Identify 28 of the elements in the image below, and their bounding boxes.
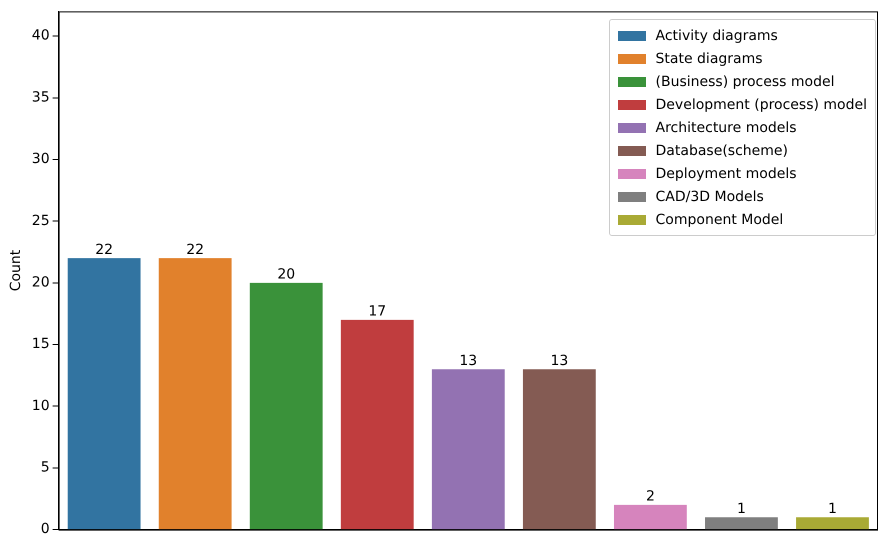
legend-label: Deployment models bbox=[656, 166, 797, 182]
y-tick-label: 35 bbox=[32, 89, 50, 106]
data-label: 13 bbox=[550, 352, 568, 369]
y-tick-label: 0 bbox=[40, 521, 50, 538]
legend-label: Component Model bbox=[656, 212, 784, 228]
legend-label: Activity diagrams bbox=[656, 28, 778, 44]
legend-label: Architecture models bbox=[656, 120, 797, 136]
y-tick-label: 20 bbox=[32, 274, 50, 290]
legend-label: Database(scheme) bbox=[656, 142, 788, 159]
y-tick-label: 10 bbox=[32, 398, 50, 414]
data-label: 1 bbox=[828, 500, 837, 517]
data-label: 22 bbox=[186, 242, 204, 258]
y-tick-label: 25 bbox=[32, 212, 50, 229]
data-label: 13 bbox=[459, 352, 478, 369]
legend-label: State diagrams bbox=[656, 50, 763, 67]
data-label: 2 bbox=[646, 488, 655, 505]
y-tick-label: 30 bbox=[32, 151, 50, 168]
legend-label: Development (process) model bbox=[656, 96, 867, 113]
data-label: 22 bbox=[95, 242, 114, 258]
data-label: 17 bbox=[368, 303, 386, 320]
y-tick-label: 40 bbox=[32, 28, 50, 44]
legend-label: CAD/3D Models bbox=[656, 188, 764, 205]
legend-label: (Business) process model bbox=[656, 74, 834, 90]
data-label: 1 bbox=[736, 500, 746, 517]
y-axis-title: Count bbox=[8, 249, 24, 292]
data-label: 20 bbox=[277, 266, 296, 282]
y-tick-label: 5 bbox=[40, 460, 50, 476]
y-tick-label: 15 bbox=[32, 336, 50, 352]
